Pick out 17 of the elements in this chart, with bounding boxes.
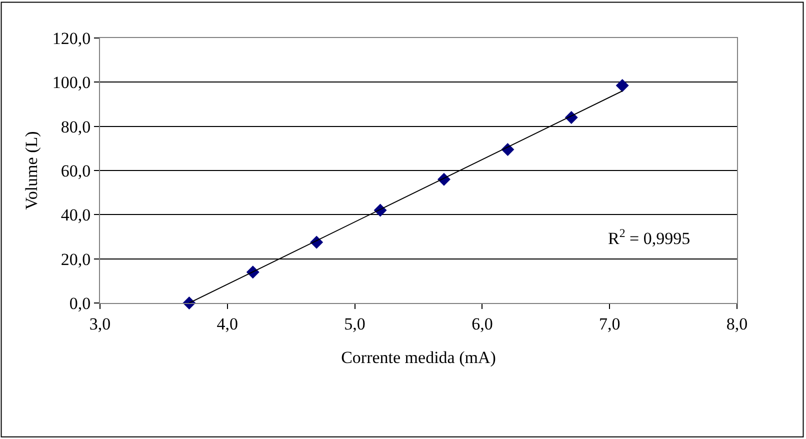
y-tick-label: 100,0 [52,73,91,92]
y-tick-label: 40,0 [60,206,91,225]
x-tick-label: 6,0 [472,314,493,334]
x-tick-label: 5,0 [344,314,366,334]
x-tick-label: 8,0 [726,314,748,334]
y-axis-title: Volume (L) [22,131,41,210]
annotation: R$^{2}$ = 0,9995 [608,226,690,248]
y-tick-label: 80,0 [60,117,91,136]
y-tick-label: 20,0 [60,250,91,269]
y-tick-label: 120,0 [52,28,91,48]
y-tick-label: 0,0 [69,294,91,313]
point [616,78,629,92]
x-tick-label: 4,0 [216,314,238,334]
y-tick-label: 60,0 [60,161,91,180]
x-tick-label: 7,0 [598,314,620,334]
x-tick-label: 3,0 [89,314,111,334]
x-axis-title: Corrente medida (mA) [341,348,496,367]
